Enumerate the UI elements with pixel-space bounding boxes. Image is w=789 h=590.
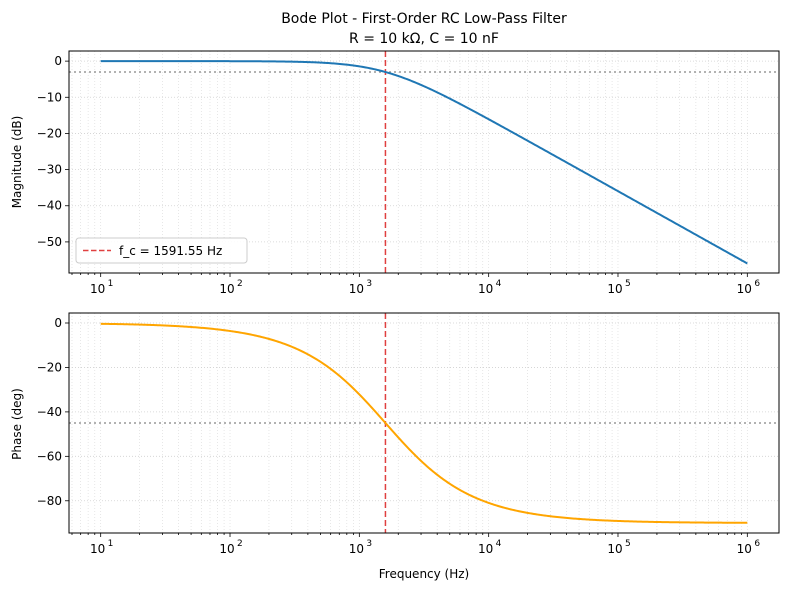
y-tick-label: 0 (54, 316, 62, 330)
chart-subtitle: R = 10 kΩ, C = 10 nF (349, 31, 499, 47)
x-tick-label-exponent: 4 (496, 279, 502, 289)
y-tick-label: −10 (37, 90, 62, 104)
y-tick-label: 0 (54, 54, 62, 68)
legend-label-cutoff: f_c = 1591.55 Hz (119, 244, 222, 258)
x-tick-label-exponent: 3 (366, 539, 372, 549)
y-tick-label: −80 (37, 494, 62, 508)
y-tick-label: −40 (37, 405, 62, 419)
x-tick-label: 10 (219, 542, 234, 556)
x-tick-label: 10 (607, 542, 622, 556)
phase-subplot: 10 1 10 2 10 3 10 4 10 5 10 60−20−40−60−80 (37, 312, 780, 556)
y-tick-label: −60 (37, 449, 62, 463)
x-tick-label-exponent: 4 (496, 539, 502, 549)
phase-curve (100, 322, 748, 524)
x-tick-label-exponent: 6 (754, 279, 760, 289)
x-tick-label: 10 (219, 282, 234, 296)
x-tick-label: 10 (737, 282, 752, 296)
x-tick-label-exponent: 5 (625, 279, 631, 289)
x-tick-label-exponent: 3 (366, 279, 372, 289)
y-tick-label: −20 (37, 126, 62, 140)
x-tick-label: 10 (349, 282, 364, 296)
phase-ylabel: Phase (deg) (10, 388, 24, 460)
x-tick-label: 10 (607, 282, 622, 296)
x-tick-label: 10 (737, 542, 752, 556)
x-tick-label: 10 (90, 282, 105, 296)
magnitude-ylabel: Magnitude (dB) (10, 116, 24, 209)
x-tick-label-exponent: 2 (237, 539, 243, 549)
x-tick-label: 10 (349, 542, 364, 556)
x-tick-label: 10 (90, 542, 105, 556)
x-tick-label: 10 (478, 542, 493, 556)
x-tick-label-exponent: 6 (754, 539, 760, 549)
y-tick-label: −50 (37, 235, 62, 249)
x-tick-label-exponent: 2 (237, 279, 243, 289)
axes-frame (68, 50, 780, 274)
frequency-xlabel: Frequency (Hz) (379, 567, 470, 581)
y-tick-label: −20 (37, 360, 62, 374)
x-tick-label-exponent: 5 (625, 539, 631, 549)
x-tick-label: 10 (478, 282, 493, 296)
legend-box (75, 237, 248, 264)
axes-frame (68, 312, 780, 534)
legend: f_c = 1591.55 Hz (75, 237, 248, 264)
x-tick-label-exponent: 1 (108, 539, 114, 549)
magnitude-curve (100, 60, 748, 265)
y-tick-label: −30 (37, 163, 62, 177)
magnitude-subplot: 10 1 10 2 10 3 10 4 10 5 10 60−10−20−30−40−50 (37, 50, 780, 296)
x-tick-label-exponent: 1 (108, 279, 114, 289)
y-tick-label: −40 (37, 199, 62, 213)
chart-title: Bode Plot - First-Order RC Low-Pass Filt… (281, 11, 567, 27)
